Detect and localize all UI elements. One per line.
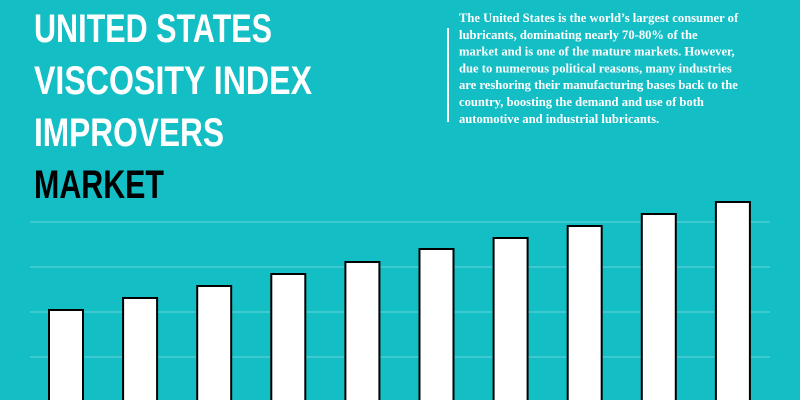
bar: [48, 309, 84, 400]
description-line: country, boosting the demand and use of …: [459, 95, 704, 109]
description-line: automotive and industrial lubricants.: [459, 112, 659, 126]
bar: [344, 261, 381, 400]
title-line: IMPROVERS: [34, 111, 224, 155]
description-line: market and is one of the mature markets.…: [459, 45, 735, 59]
description-line: The United States is the world’s largest…: [459, 11, 739, 25]
description-line: due to numerous political reasons, many …: [459, 61, 732, 75]
description-line: are reshoring their manufacturing bases …: [459, 78, 738, 92]
bar: [714, 201, 751, 400]
bar: [418, 248, 455, 400]
bar: [270, 273, 307, 400]
description-line: lubricants, dominating nearly 70-80% of …: [459, 28, 698, 42]
bar: [122, 297, 159, 400]
bar: [492, 237, 529, 400]
bar: [640, 213, 677, 400]
title-line: UNITED STATES: [34, 7, 272, 51]
title-highlight: MARKET: [34, 163, 164, 207]
bar: [566, 225, 603, 400]
title-line: VISCOSITY INDEX: [34, 59, 312, 103]
bar: [196, 285, 233, 400]
